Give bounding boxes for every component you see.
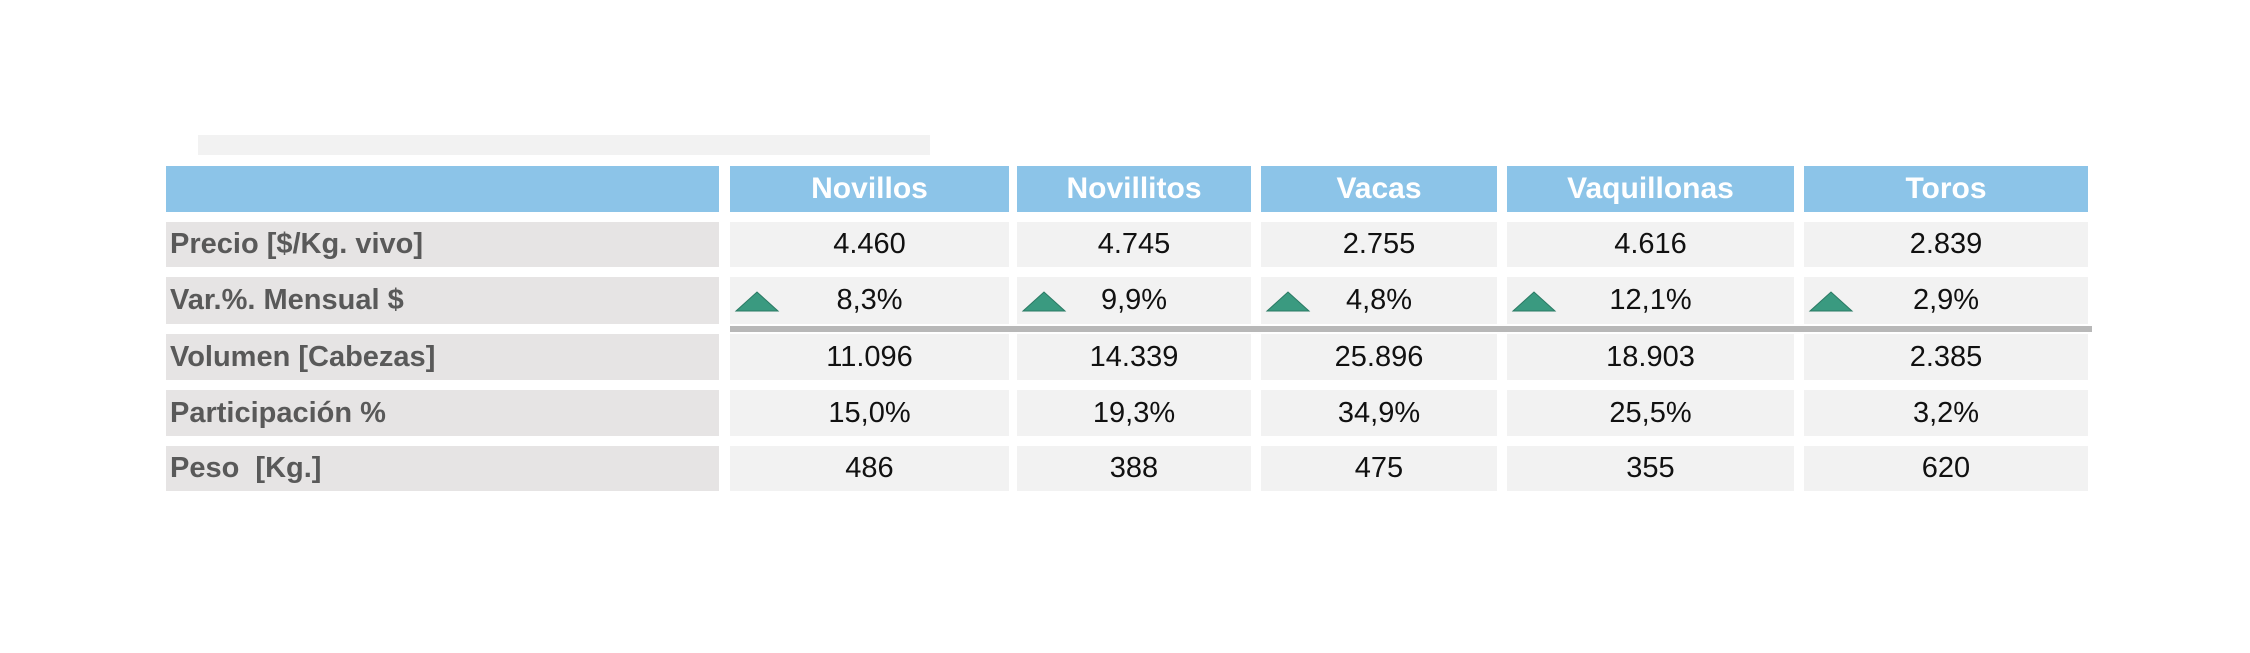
column-header: Novillitos	[1017, 166, 1251, 212]
column-header-text: Vaquillonas	[1567, 172, 1734, 205]
value-cell: 18.903	[1507, 334, 1794, 380]
value-cell: 2.839	[1804, 222, 2088, 267]
value-cell-text: 25.896	[1334, 340, 1424, 373]
value-cell: 11.096	[730, 334, 1009, 380]
value-cell: 14.339	[1017, 334, 1251, 380]
value-cell-text: 25,5%	[1609, 396, 1692, 429]
value-cell-text: 2.755	[1342, 228, 1416, 260]
column-header: Toros	[1804, 166, 2088, 212]
value-cell-text: 355	[1626, 452, 1675, 484]
value-cell: 15,0%	[730, 390, 1009, 436]
value-cell: 4.616	[1507, 222, 1794, 267]
column-header: Vacas	[1261, 166, 1497, 212]
row-label-text: Participación %	[170, 396, 386, 429]
triangle	[734, 290, 780, 311]
value-cell: 8,3%	[730, 277, 1009, 324]
value-cell-text: 14.339	[1089, 340, 1179, 373]
up-arrow-icon	[1021, 290, 1067, 311]
column-header: Vaquillonas	[1507, 166, 1794, 212]
triangle	[1265, 290, 1311, 311]
value-cell: 19,3%	[1017, 390, 1251, 436]
row-label: Volumen [Cabezas]	[166, 334, 719, 380]
column-header-text: Novillos	[811, 172, 928, 205]
header-blank	[166, 166, 719, 212]
triangle	[1511, 290, 1557, 311]
up-arrow-icon	[1808, 290, 1854, 311]
top-bar	[198, 135, 930, 155]
value-cell-text: 388	[1109, 452, 1159, 484]
triangle	[1808, 290, 1854, 311]
value-cell: 9,9%	[1017, 277, 1251, 324]
value-cell: 3,2%	[1804, 390, 2088, 436]
value-cell-text: 2.839	[1909, 228, 1983, 260]
up-arrow-icon	[734, 290, 780, 311]
row-label-text: Precio [$/Kg. vivo]	[170, 228, 424, 260]
value-cell-text: 620	[1921, 452, 1971, 484]
divider	[730, 326, 2092, 332]
column-header-text: Novillitos	[1066, 172, 1202, 205]
value-cell-text: 4,8%	[1345, 284, 1413, 316]
up-arrow-icon	[1511, 290, 1557, 311]
value-cell-text: 12,1%	[1609, 284, 1692, 316]
row-label-text: Peso [Kg.]	[170, 452, 322, 484]
value-cell-text: 2,9%	[1912, 284, 1980, 316]
column-header: Novillos	[730, 166, 1009, 212]
value-cell: 4,8%	[1261, 277, 1497, 324]
value-cell-text: 475	[1354, 452, 1404, 484]
column-header-text: Vacas	[1336, 172, 1422, 205]
row-label: Participación %	[166, 390, 719, 436]
value-cell: 355	[1507, 446, 1794, 491]
value-cell-text: 34,9%	[1337, 396, 1421, 429]
value-cell: 2.385	[1804, 334, 2088, 380]
value-cell: 25,5%	[1507, 390, 1794, 436]
value-cell: 34,9%	[1261, 390, 1497, 436]
value-cell: 620	[1804, 446, 2088, 491]
triangle	[1021, 290, 1067, 311]
value-cell: 12,1%	[1507, 277, 1794, 324]
value-cell: 4.460	[730, 222, 1009, 267]
row-label: Precio [$/Kg. vivo]	[166, 222, 719, 267]
value-cell: 486	[730, 446, 1009, 491]
value-cell: 4.745	[1017, 222, 1251, 267]
value-cell-text: 8,3%	[836, 284, 903, 316]
value-cell-text: 4.460	[833, 228, 906, 260]
value-cell-text: 18.903	[1606, 340, 1695, 373]
value-cell-text: 2.385	[1909, 340, 1983, 373]
value-cell: 388	[1017, 446, 1251, 491]
value-cell-text: 19,3%	[1092, 396, 1176, 429]
value-cell: 25.896	[1261, 334, 1497, 380]
value-cell-text: 11.096	[826, 340, 913, 373]
row-label: Peso [Kg.]	[166, 446, 719, 491]
value-cell: 475	[1261, 446, 1497, 491]
up-arrow-icon	[1265, 290, 1311, 311]
value-cell: 2,9%	[1804, 277, 2088, 324]
value-cell: 2.755	[1261, 222, 1497, 267]
value-cell-text: 4.616	[1614, 228, 1687, 260]
row-label-text: Var.%. Mensual $	[170, 284, 404, 316]
row-label: Var.%. Mensual $	[166, 277, 719, 324]
value-cell-text: 3,2%	[1912, 396, 1980, 429]
value-cell-text: 4.745	[1097, 228, 1171, 260]
value-cell-text: 486	[845, 452, 894, 484]
row-label-text: Volumen [Cabezas]	[170, 340, 436, 373]
value-cell-text: 15,0%	[828, 396, 911, 429]
column-header-text: Toros	[1905, 172, 1987, 205]
value-cell-text: 9,9%	[1100, 284, 1168, 316]
